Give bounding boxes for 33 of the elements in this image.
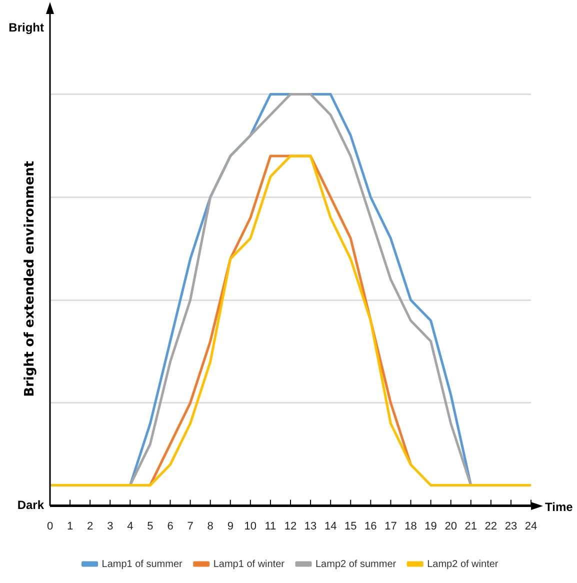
legend-label: Lamp1 of winter (213, 558, 286, 570)
x-tick-label: 0 (46, 520, 54, 532)
x-tick-label: 8 (207, 520, 214, 532)
legend-label: Lamp1 of summer (102, 558, 184, 570)
x-tick-label: 17 (384, 520, 397, 532)
x-tick-label: 11 (264, 520, 276, 532)
x-tick-label: 20 (444, 520, 457, 532)
x-tick-label: 23 (504, 520, 518, 532)
legend-label: Lamp2 of summer (316, 558, 397, 570)
text: Bright (8, 20, 44, 34)
x-tick-label: 13 (304, 520, 317, 532)
x-tick-label: 5 (147, 520, 154, 532)
x-tick-label: 18 (404, 520, 417, 532)
x-tick-label: 1 (66, 520, 74, 532)
x-tick-label: 10 (244, 520, 257, 532)
x-tick-label: 9 (227, 520, 234, 532)
legend-label: Lamp2 of winter (427, 558, 499, 570)
x-tick-label: 3 (107, 520, 114, 532)
x-axis-title: Time (545, 500, 574, 514)
x-tick-label: 21 (464, 520, 477, 532)
x-tick-label: 19 (424, 520, 437, 532)
x-tick-label: 7 (187, 520, 194, 532)
x-tick-label: 22 (484, 520, 498, 532)
x-tick-label: 4 (127, 520, 134, 532)
y-axis-title: Bright of extended environment (22, 160, 38, 397)
text: Dark (17, 498, 44, 512)
x-tick-label: 6 (167, 520, 174, 532)
x-tick-label: 24 (524, 520, 538, 532)
x-tick-label: 15 (344, 520, 357, 532)
x-tick-label: 16 (364, 520, 377, 532)
x-tick-label: 12 (284, 520, 297, 532)
x-tick-label: 14 (324, 520, 337, 532)
x-tick-label: 2 (87, 520, 94, 532)
